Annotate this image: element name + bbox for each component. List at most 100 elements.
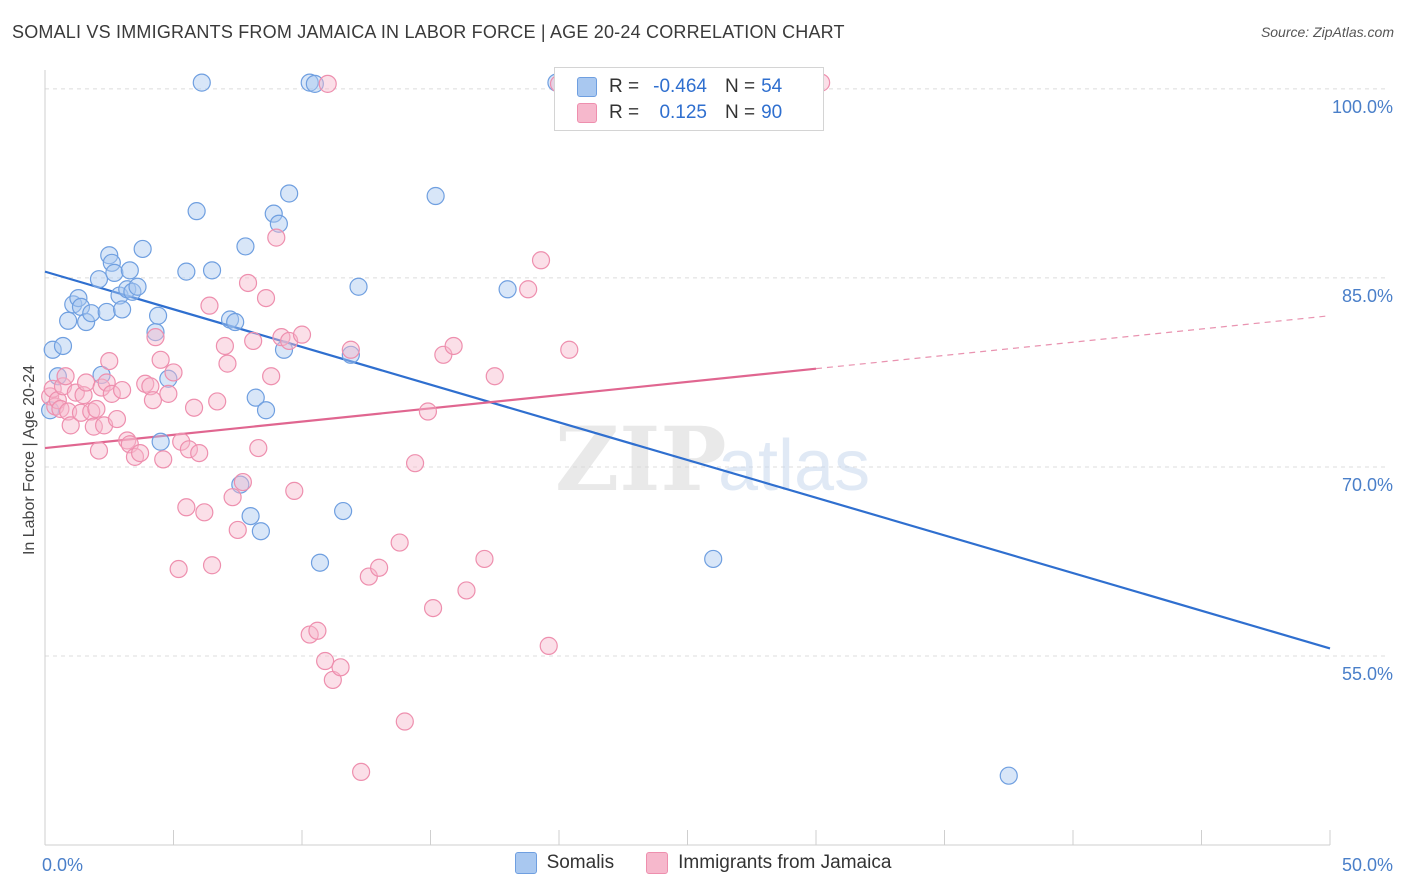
data-points — [41, 73, 1018, 785]
point-jamaica — [267, 228, 286, 247]
point-jamaica — [457, 581, 476, 600]
point-somali — [105, 263, 124, 282]
point-jamaica — [172, 432, 191, 451]
point-somali — [43, 340, 62, 359]
point-somali — [192, 73, 211, 92]
point-jamaica — [107, 409, 127, 429]
series-legend: Somalis Immigrants from Jamaica — [0, 852, 1406, 874]
point-jamaica — [395, 712, 414, 731]
point-somali — [120, 261, 139, 280]
point-somali — [151, 432, 170, 451]
point-jamaica — [154, 450, 173, 469]
legend-swatch-somalis — [577, 77, 597, 97]
x-tick-label: 0.0% — [42, 855, 83, 875]
point-jamaica — [331, 658, 350, 677]
point-somali — [89, 270, 109, 289]
point-somali — [305, 74, 324, 93]
point-jamaica — [130, 443, 150, 463]
point-jamaica — [151, 350, 170, 369]
legend-item-jamaica[interactable]: Immigrants from Jamaica — [646, 852, 891, 874]
legend-label-somalis: Somalis — [546, 852, 615, 873]
point-jamaica — [102, 384, 121, 403]
legend-item-somalis[interactable]: Somalis — [514, 852, 615, 874]
y-tick-label: 100.0% — [1332, 97, 1393, 117]
legend-n-label: N = — [725, 102, 756, 123]
trend-extension-jamaica — [815, 315, 1331, 370]
point-somali — [704, 549, 723, 569]
grid-lines — [45, 88, 1385, 657]
point-somali — [187, 202, 206, 221]
point-somali — [280, 184, 299, 203]
legend-row-somalis: R = -0.464 N = 54 — [577, 75, 782, 99]
point-jamaica — [370, 558, 389, 577]
point-somali — [82, 304, 101, 323]
point-jamaica — [195, 503, 214, 522]
point-jamaica — [316, 651, 335, 671]
point-somali — [251, 522, 270, 541]
point-somali — [999, 766, 1018, 785]
legend-swatch-jamaica — [646, 852, 669, 874]
point-somali — [112, 300, 132, 319]
point-jamaica — [249, 438, 268, 458]
point-jamaica — [405, 454, 425, 473]
watermark: ZIP atlas — [555, 407, 870, 511]
point-jamaica — [200, 296, 219, 315]
point-jamaica — [87, 399, 106, 419]
point-jamaica — [56, 367, 75, 386]
point-somali — [341, 345, 360, 364]
point-jamaica — [292, 325, 312, 344]
point-jamaica — [190, 443, 209, 463]
point-jamaica — [82, 402, 101, 421]
point-jamaica — [215, 336, 234, 356]
point-somali — [236, 237, 255, 256]
point-jamaica — [141, 377, 160, 396]
legend-swatch-somalis — [514, 852, 537, 874]
point-somali — [133, 239, 152, 259]
point-jamaica — [146, 328, 165, 347]
point-jamaica — [560, 340, 579, 359]
point-jamaica — [318, 74, 337, 93]
point-somali — [202, 261, 222, 280]
point-jamaica — [202, 556, 222, 575]
point-somali — [349, 277, 368, 296]
point-jamaica — [208, 392, 227, 411]
point-jamaica — [59, 402, 78, 421]
point-jamaica — [256, 288, 276, 308]
point-somali — [128, 277, 147, 296]
point-jamaica — [97, 373, 116, 392]
point-somali — [256, 401, 276, 420]
point-jamaica — [285, 481, 304, 500]
point-jamaica — [341, 340, 360, 359]
point-jamaica — [228, 520, 247, 540]
point-somali — [77, 312, 96, 332]
point-jamaica — [238, 273, 258, 293]
point-somali — [310, 553, 330, 572]
legend-r-label: R = — [609, 102, 640, 123]
legend-r-value: 0.125 — [659, 102, 707, 123]
legend-r-label: R = — [609, 76, 640, 97]
point-jamaica — [179, 440, 199, 459]
point-somali — [426, 186, 445, 206]
point-somali — [241, 506, 260, 526]
y-tick-label: 55.0% — [1342, 664, 1393, 684]
legend-r-value: -0.464 — [653, 76, 707, 97]
point-jamaica — [444, 336, 463, 356]
point-somali — [334, 501, 353, 521]
point-jamaica — [531, 251, 551, 270]
legend-n-value: 90 — [761, 102, 783, 123]
point-jamaica — [77, 373, 96, 392]
point-jamaica — [136, 374, 155, 393]
chart-title: SOMALI VS IMMIGRANTS FROM JAMAICA IN LAB… — [12, 22, 845, 42]
point-jamaica — [89, 441, 109, 460]
point-jamaica — [244, 331, 263, 351]
point-somali — [53, 336, 73, 356]
point-jamaica — [169, 559, 188, 579]
point-jamaica — [519, 280, 538, 299]
point-jamaica — [352, 762, 371, 782]
point-jamaica — [418, 402, 438, 421]
watermark-atlas: atlas — [718, 426, 870, 506]
point-somali — [498, 280, 517, 299]
point-jamaica — [485, 367, 504, 386]
point-jamaica — [308, 621, 327, 640]
